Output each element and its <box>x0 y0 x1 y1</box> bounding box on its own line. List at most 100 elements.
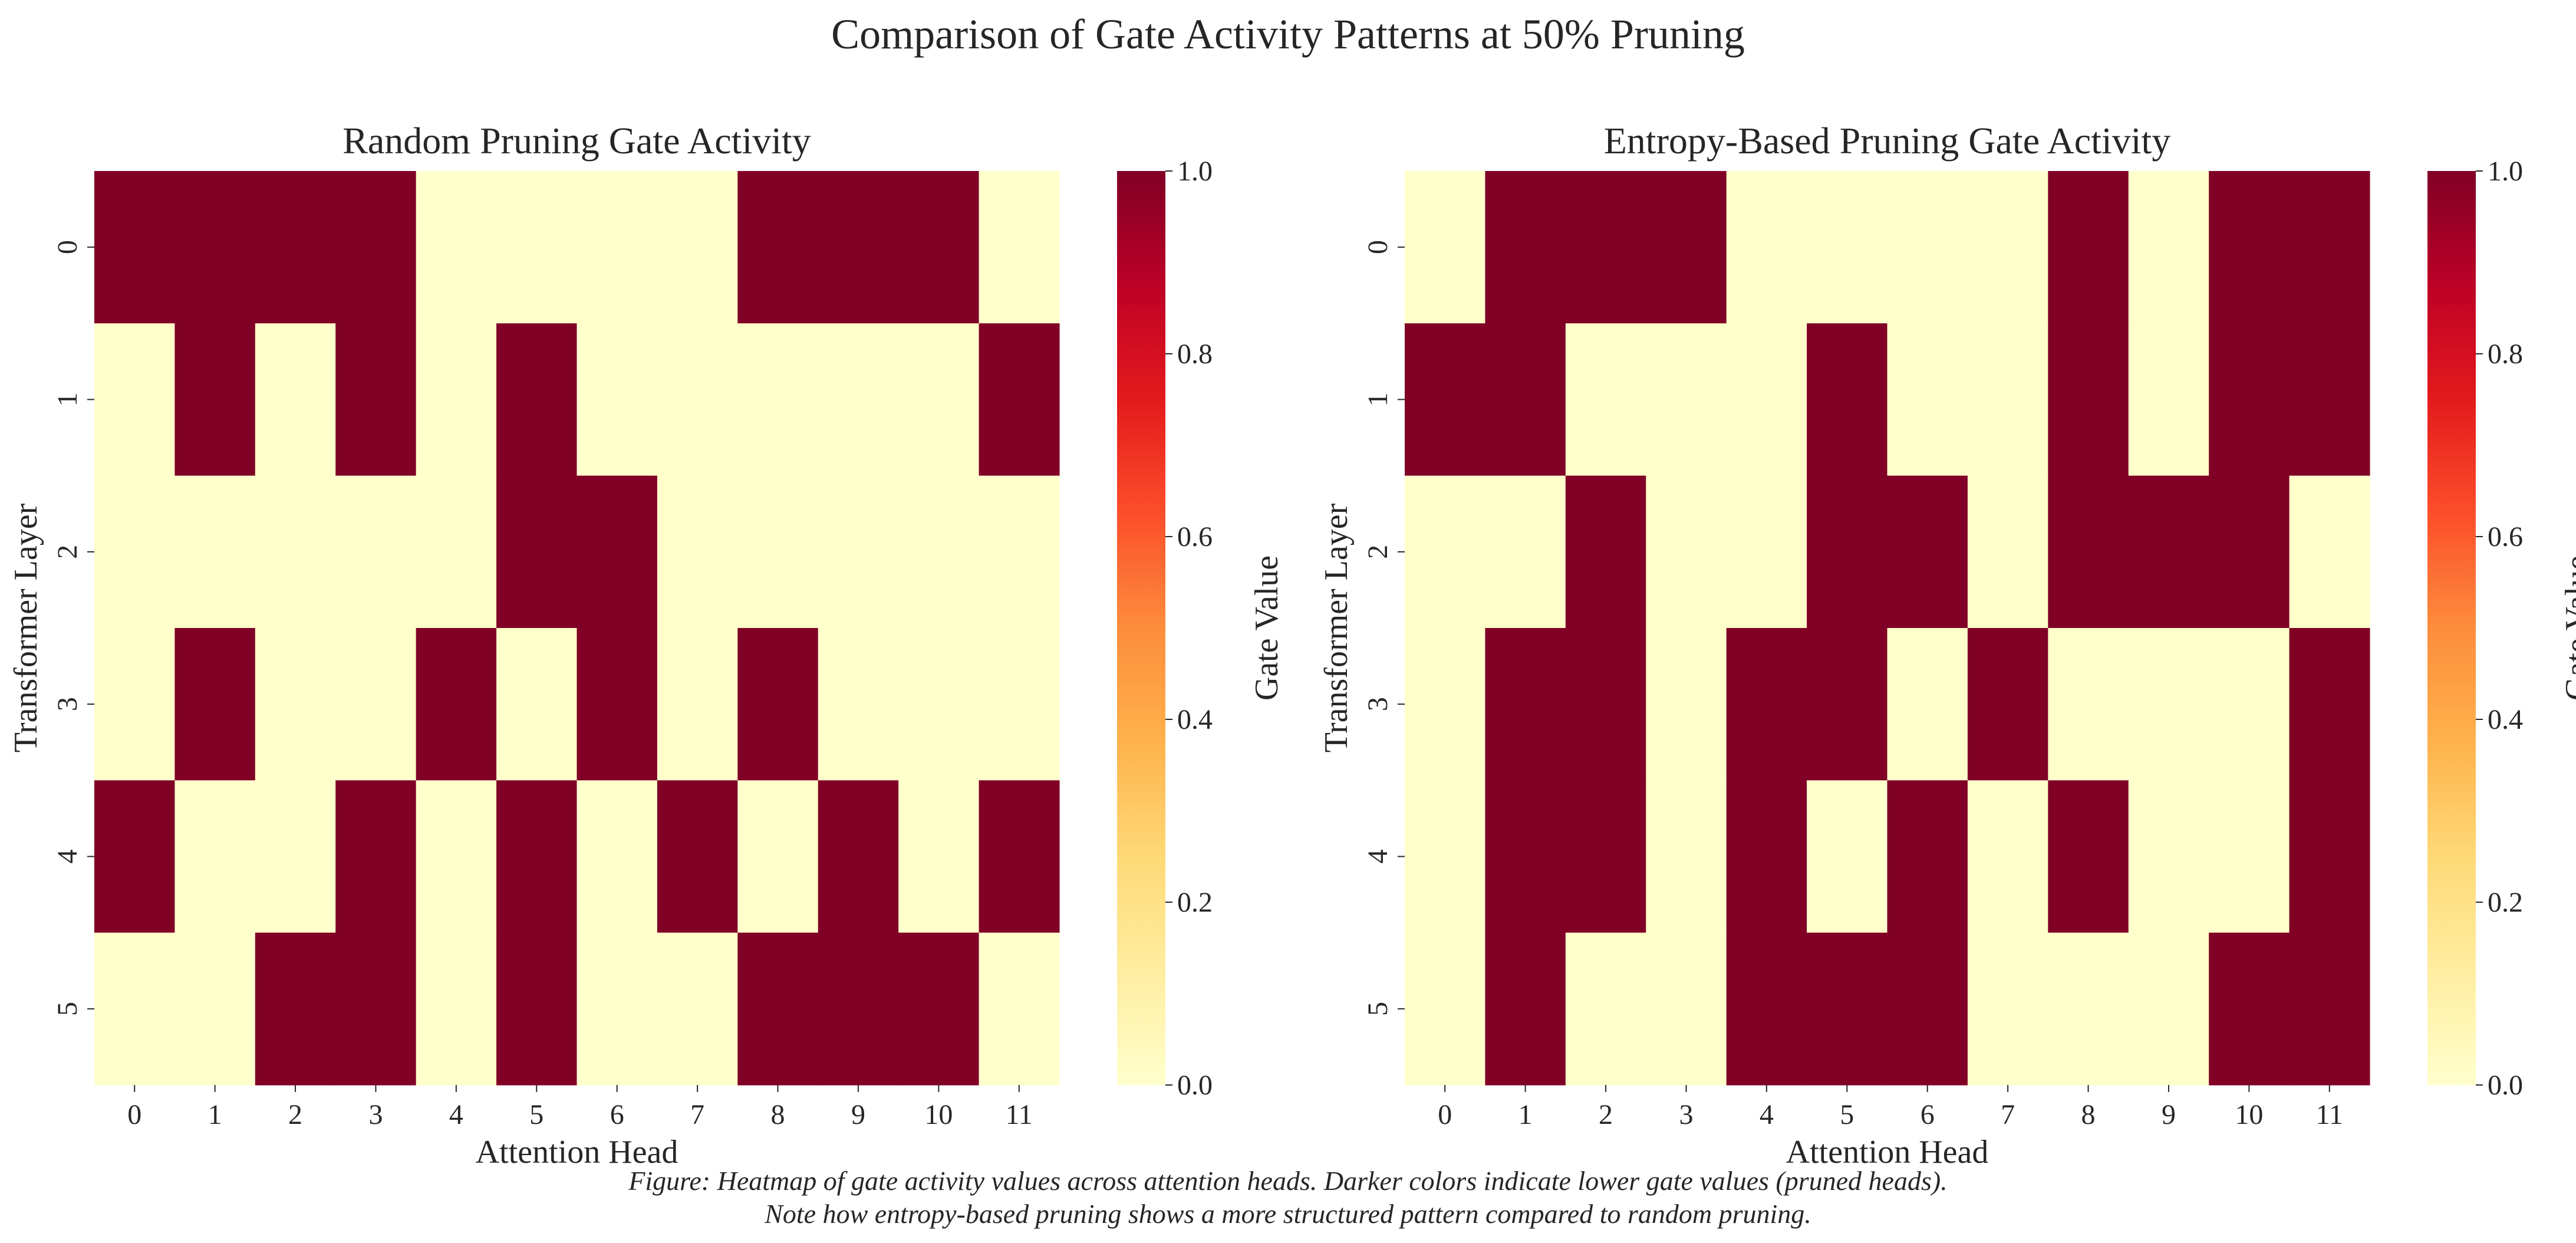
heatmap-cell <box>1726 628 1807 781</box>
x-tick-label: 11 <box>2316 1099 2343 1130</box>
heatmap-cell <box>2128 780 2209 933</box>
heatmap-cell <box>577 780 658 933</box>
heatmap-cell <box>818 475 899 629</box>
heatmap-cell <box>2209 475 2290 629</box>
heatmap-cell <box>818 780 899 933</box>
heatmap-cell <box>2048 932 2129 1086</box>
x-axis-label: Attention Head <box>476 1134 678 1170</box>
heatmap-cell <box>898 323 980 476</box>
colorbar-tick-label: 0.4 <box>1177 704 1213 735</box>
heatmap-cell <box>898 628 980 781</box>
x-tick-label: 4 <box>1760 1099 1774 1130</box>
heatmap-cell <box>335 323 417 476</box>
heatmap-cell <box>818 171 899 324</box>
x-tick-label: 10 <box>2235 1099 2263 1130</box>
colorbar-label: Gate Value <box>2559 555 2576 701</box>
heatmap-cell <box>1565 780 1646 933</box>
heatmap-cell <box>335 932 417 1086</box>
heatmap-cell <box>1726 171 1807 324</box>
x-tick-label: 9 <box>851 1099 865 1130</box>
heatmap-cell <box>577 628 658 781</box>
heatmap-cell <box>2209 323 2290 476</box>
heatmap-cell <box>335 780 417 933</box>
heatmap-cell <box>898 932 980 1086</box>
x-axis-label: Attention Head <box>1786 1134 1989 1170</box>
colorbar-tick-label: 0.0 <box>1177 1070 1213 1101</box>
heatmap-cell <box>657 171 738 324</box>
x-tick-label: 9 <box>2162 1099 2176 1130</box>
heatmap-cell <box>255 323 336 476</box>
x-tick-label: 1 <box>1518 1099 1533 1130</box>
heatmap-cell <box>1565 475 1646 629</box>
heatmap-cell <box>1405 171 1486 324</box>
heatmap-cell <box>174 171 256 324</box>
x-tick-label: 2 <box>288 1099 302 1130</box>
heatmap-cell <box>737 628 819 781</box>
heatmap-cell <box>255 780 336 933</box>
y-tick-label: 2 <box>52 545 83 559</box>
heatmap-cell <box>2128 932 2209 1086</box>
heatmap-cell <box>1967 932 2048 1086</box>
colorbar-tick-label: 1.0 <box>2488 156 2523 187</box>
heatmap-cell <box>416 323 497 476</box>
y-tick-label: 0 <box>1362 240 1394 254</box>
x-tick-label: 3 <box>368 1099 383 1130</box>
heatmap-cell <box>1887 171 1968 324</box>
colorbar-tick-label: 0.6 <box>1177 521 1213 553</box>
heatmap-cell <box>1646 323 1727 476</box>
heatmap-cell <box>979 171 1060 324</box>
heatmap-cell <box>1485 475 1566 629</box>
heatmap-cell <box>2048 171 2129 324</box>
heatmap-cell <box>1405 323 1486 476</box>
heatmap-cell <box>2128 171 2209 324</box>
heatmap-cell <box>416 932 497 1086</box>
colorbar <box>1117 171 1165 1085</box>
heatmap-cell <box>1807 171 1888 324</box>
heatmap-cell <box>2289 171 2370 324</box>
y-tick-label: 4 <box>1362 850 1394 864</box>
x-tick-label: 4 <box>449 1099 463 1130</box>
heatmap-cell <box>898 780 980 933</box>
y-tick-label: 1 <box>1362 393 1394 407</box>
heatmap-cell <box>174 323 256 476</box>
heatmap-cell <box>737 171 819 324</box>
heatmap-cell <box>1405 932 1486 1086</box>
heatmap-cell <box>1726 932 1807 1086</box>
y-tick-label: 5 <box>52 1002 83 1016</box>
heatmap-cell <box>818 323 899 476</box>
heatmap-cell <box>335 475 417 629</box>
heatmap-cell <box>94 475 176 629</box>
heatmap-cell <box>1485 323 1566 476</box>
heatmap-cell <box>1807 628 1888 781</box>
heatmap-cell <box>1807 475 1888 629</box>
x-tick-label: 7 <box>2001 1099 2015 1130</box>
y-tick-label: 3 <box>1362 697 1394 711</box>
heatmap-cell <box>174 628 256 781</box>
heatmap-cell <box>979 932 1060 1086</box>
heatmap-cell <box>577 171 658 324</box>
heatmap-cell <box>2289 932 2370 1086</box>
heatmap-cell <box>1646 475 1727 629</box>
heatmap-cell <box>1887 932 1968 1086</box>
heatmap-cell <box>255 628 336 781</box>
heatmap-cell <box>1967 780 2048 933</box>
heatmap-cell <box>1807 323 1888 476</box>
heatmap-cell <box>1485 171 1566 324</box>
x-tick-label: 5 <box>529 1099 543 1130</box>
heatmap-cell <box>1807 932 1888 1086</box>
heatmap-cell <box>1405 780 1486 933</box>
colorbar-tick-label: 0.4 <box>2488 704 2523 735</box>
heatmap-cell <box>2048 628 2129 781</box>
heatmap-cell <box>1646 780 1727 933</box>
y-tick-label: 0 <box>52 240 83 254</box>
heatmap-cell <box>1726 323 1807 476</box>
colorbar-tick-label: 0.8 <box>1177 338 1213 370</box>
x-tick-label: 6 <box>1921 1099 1935 1130</box>
heatmap-cell <box>1807 780 1888 933</box>
heatmap-cell <box>94 780 176 933</box>
heatmap-cell <box>577 932 658 1086</box>
heatmap-cell <box>1485 628 1566 781</box>
heatmap-cell <box>335 628 417 781</box>
